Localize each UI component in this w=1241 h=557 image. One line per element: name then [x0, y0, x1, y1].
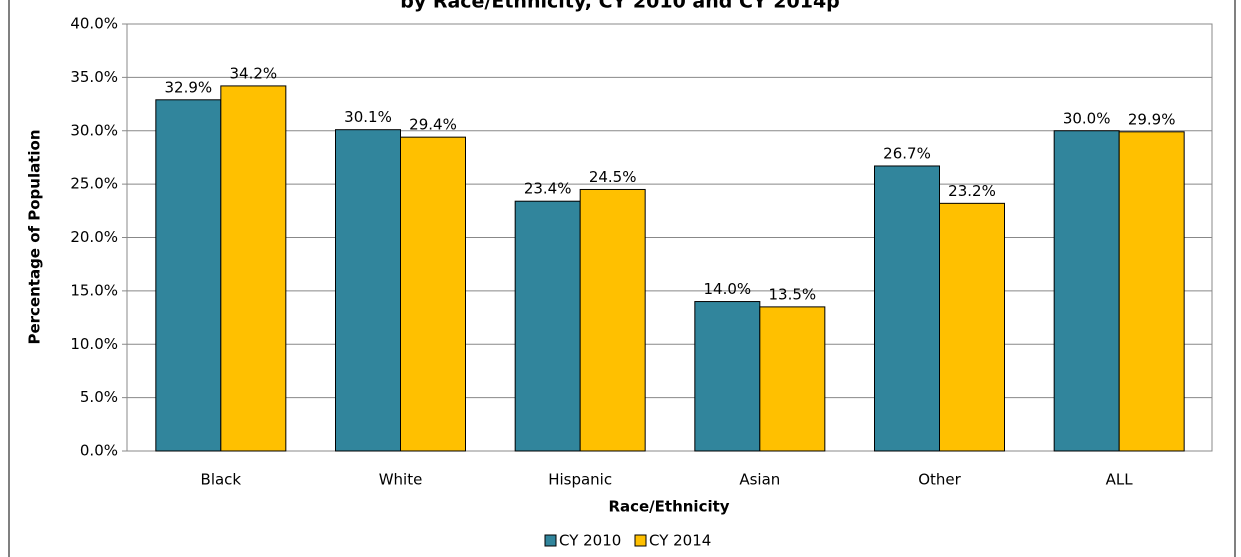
- bar: [579, 188, 646, 452]
- chart-title: by Race/Ethnicity, CY 2010 and CY 2014p: [400, 0, 840, 13]
- value-label: 32.9%: [165, 78, 213, 96]
- x-tick-label: Asian: [739, 471, 780, 489]
- y-axis-label: Percentage of Population: [26, 129, 44, 344]
- bar: [759, 306, 826, 452]
- value-label: 30.1%: [344, 108, 392, 126]
- x-tick-label: White: [379, 471, 423, 489]
- value-label: 23.4%: [524, 180, 572, 198]
- bar: [335, 129, 401, 452]
- bar: [400, 136, 466, 452]
- bar: [939, 202, 1005, 452]
- value-label: 34.2%: [230, 64, 278, 82]
- value-label: 26.7%: [883, 144, 931, 162]
- legend-label: CY 2010: [559, 532, 621, 550]
- y-tick-label: 0.0%: [80, 442, 118, 460]
- y-tick-label: 35.0%: [70, 68, 118, 86]
- y-tick-label: 25.0%: [70, 175, 118, 193]
- y-tick-label: 10.0%: [70, 335, 118, 353]
- x-tick-label: Black: [201, 471, 242, 489]
- value-label: 13.5%: [769, 285, 817, 303]
- legend-label: CY 2014: [649, 532, 711, 550]
- value-label: 14.0%: [704, 280, 752, 298]
- bar: [694, 301, 761, 452]
- value-label: 29.4%: [409, 116, 457, 134]
- y-tick-label: 5.0%: [80, 388, 118, 406]
- bar: [514, 200, 581, 452]
- legend-swatch: [544, 534, 557, 547]
- bar: [874, 165, 940, 452]
- x-tick-label: Other: [918, 471, 961, 489]
- x-tick-label: Hispanic: [548, 471, 612, 489]
- bar: [1053, 130, 1120, 452]
- x-tick-label: ALL: [1106, 471, 1134, 489]
- value-label: 24.5%: [589, 168, 637, 186]
- y-tick-label: 20.0%: [70, 228, 118, 246]
- legend-swatch: [634, 534, 647, 547]
- x-axis-label: Race/Ethnicity: [608, 498, 729, 516]
- y-tick-label: 30.0%: [70, 121, 118, 139]
- y-tick-label: 40.0%: [70, 15, 118, 33]
- value-label: 23.2%: [948, 182, 996, 200]
- chart-border: [8, 0, 1236, 557]
- value-label: 30.0%: [1063, 109, 1111, 127]
- y-tick-label: 15.0%: [70, 281, 118, 299]
- bar: [155, 99, 222, 452]
- value-label: 29.9%: [1128, 110, 1176, 128]
- bar: [1118, 131, 1185, 452]
- bar: [220, 85, 287, 452]
